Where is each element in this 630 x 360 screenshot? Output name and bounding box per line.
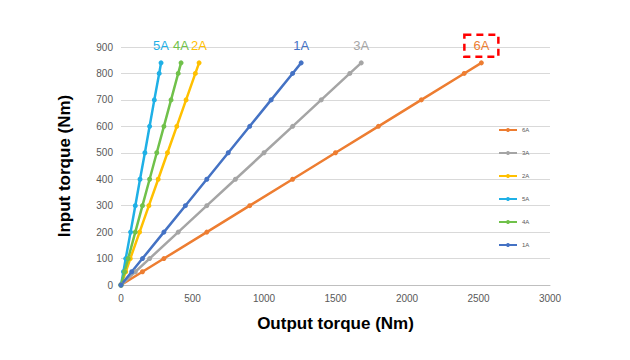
svg-text:3000: 3000	[539, 293, 562, 304]
svg-text:1500: 1500	[324, 293, 347, 304]
svg-text:4A: 4A	[522, 219, 529, 225]
svg-text:1A: 1A	[522, 242, 529, 248]
svg-text:100: 100	[96, 253, 113, 264]
svg-text:Output torque (Nm): Output torque (Nm)	[257, 314, 414, 333]
svg-text:800: 800	[96, 68, 113, 79]
svg-text:5A: 5A	[522, 196, 529, 202]
svg-text:2A: 2A	[522, 173, 529, 179]
svg-text:6A: 6A	[522, 127, 529, 133]
svg-text:2A: 2A	[191, 38, 207, 53]
svg-text:500: 500	[184, 293, 201, 304]
svg-text:5A: 5A	[153, 38, 169, 53]
svg-text:900: 900	[96, 42, 113, 53]
svg-text:0: 0	[118, 293, 124, 304]
svg-text:700: 700	[96, 94, 113, 105]
svg-text:1000: 1000	[253, 293, 276, 304]
svg-text:3A: 3A	[353, 38, 369, 53]
svg-text:300: 300	[96, 200, 113, 211]
svg-text:1A: 1A	[293, 38, 309, 53]
svg-text:6A: 6A	[473, 38, 489, 53]
svg-text:2000: 2000	[396, 293, 419, 304]
svg-text:600: 600	[96, 121, 113, 132]
svg-text:500: 500	[96, 147, 113, 158]
svg-text:400: 400	[96, 174, 113, 185]
svg-text:2500: 2500	[467, 293, 490, 304]
svg-text:4A: 4A	[173, 38, 189, 53]
svg-text:200: 200	[96, 227, 113, 238]
svg-text:0: 0	[107, 280, 113, 291]
svg-text:3A: 3A	[522, 150, 529, 156]
svg-text:Input torque (Nm): Input torque (Nm)	[55, 95, 74, 238]
